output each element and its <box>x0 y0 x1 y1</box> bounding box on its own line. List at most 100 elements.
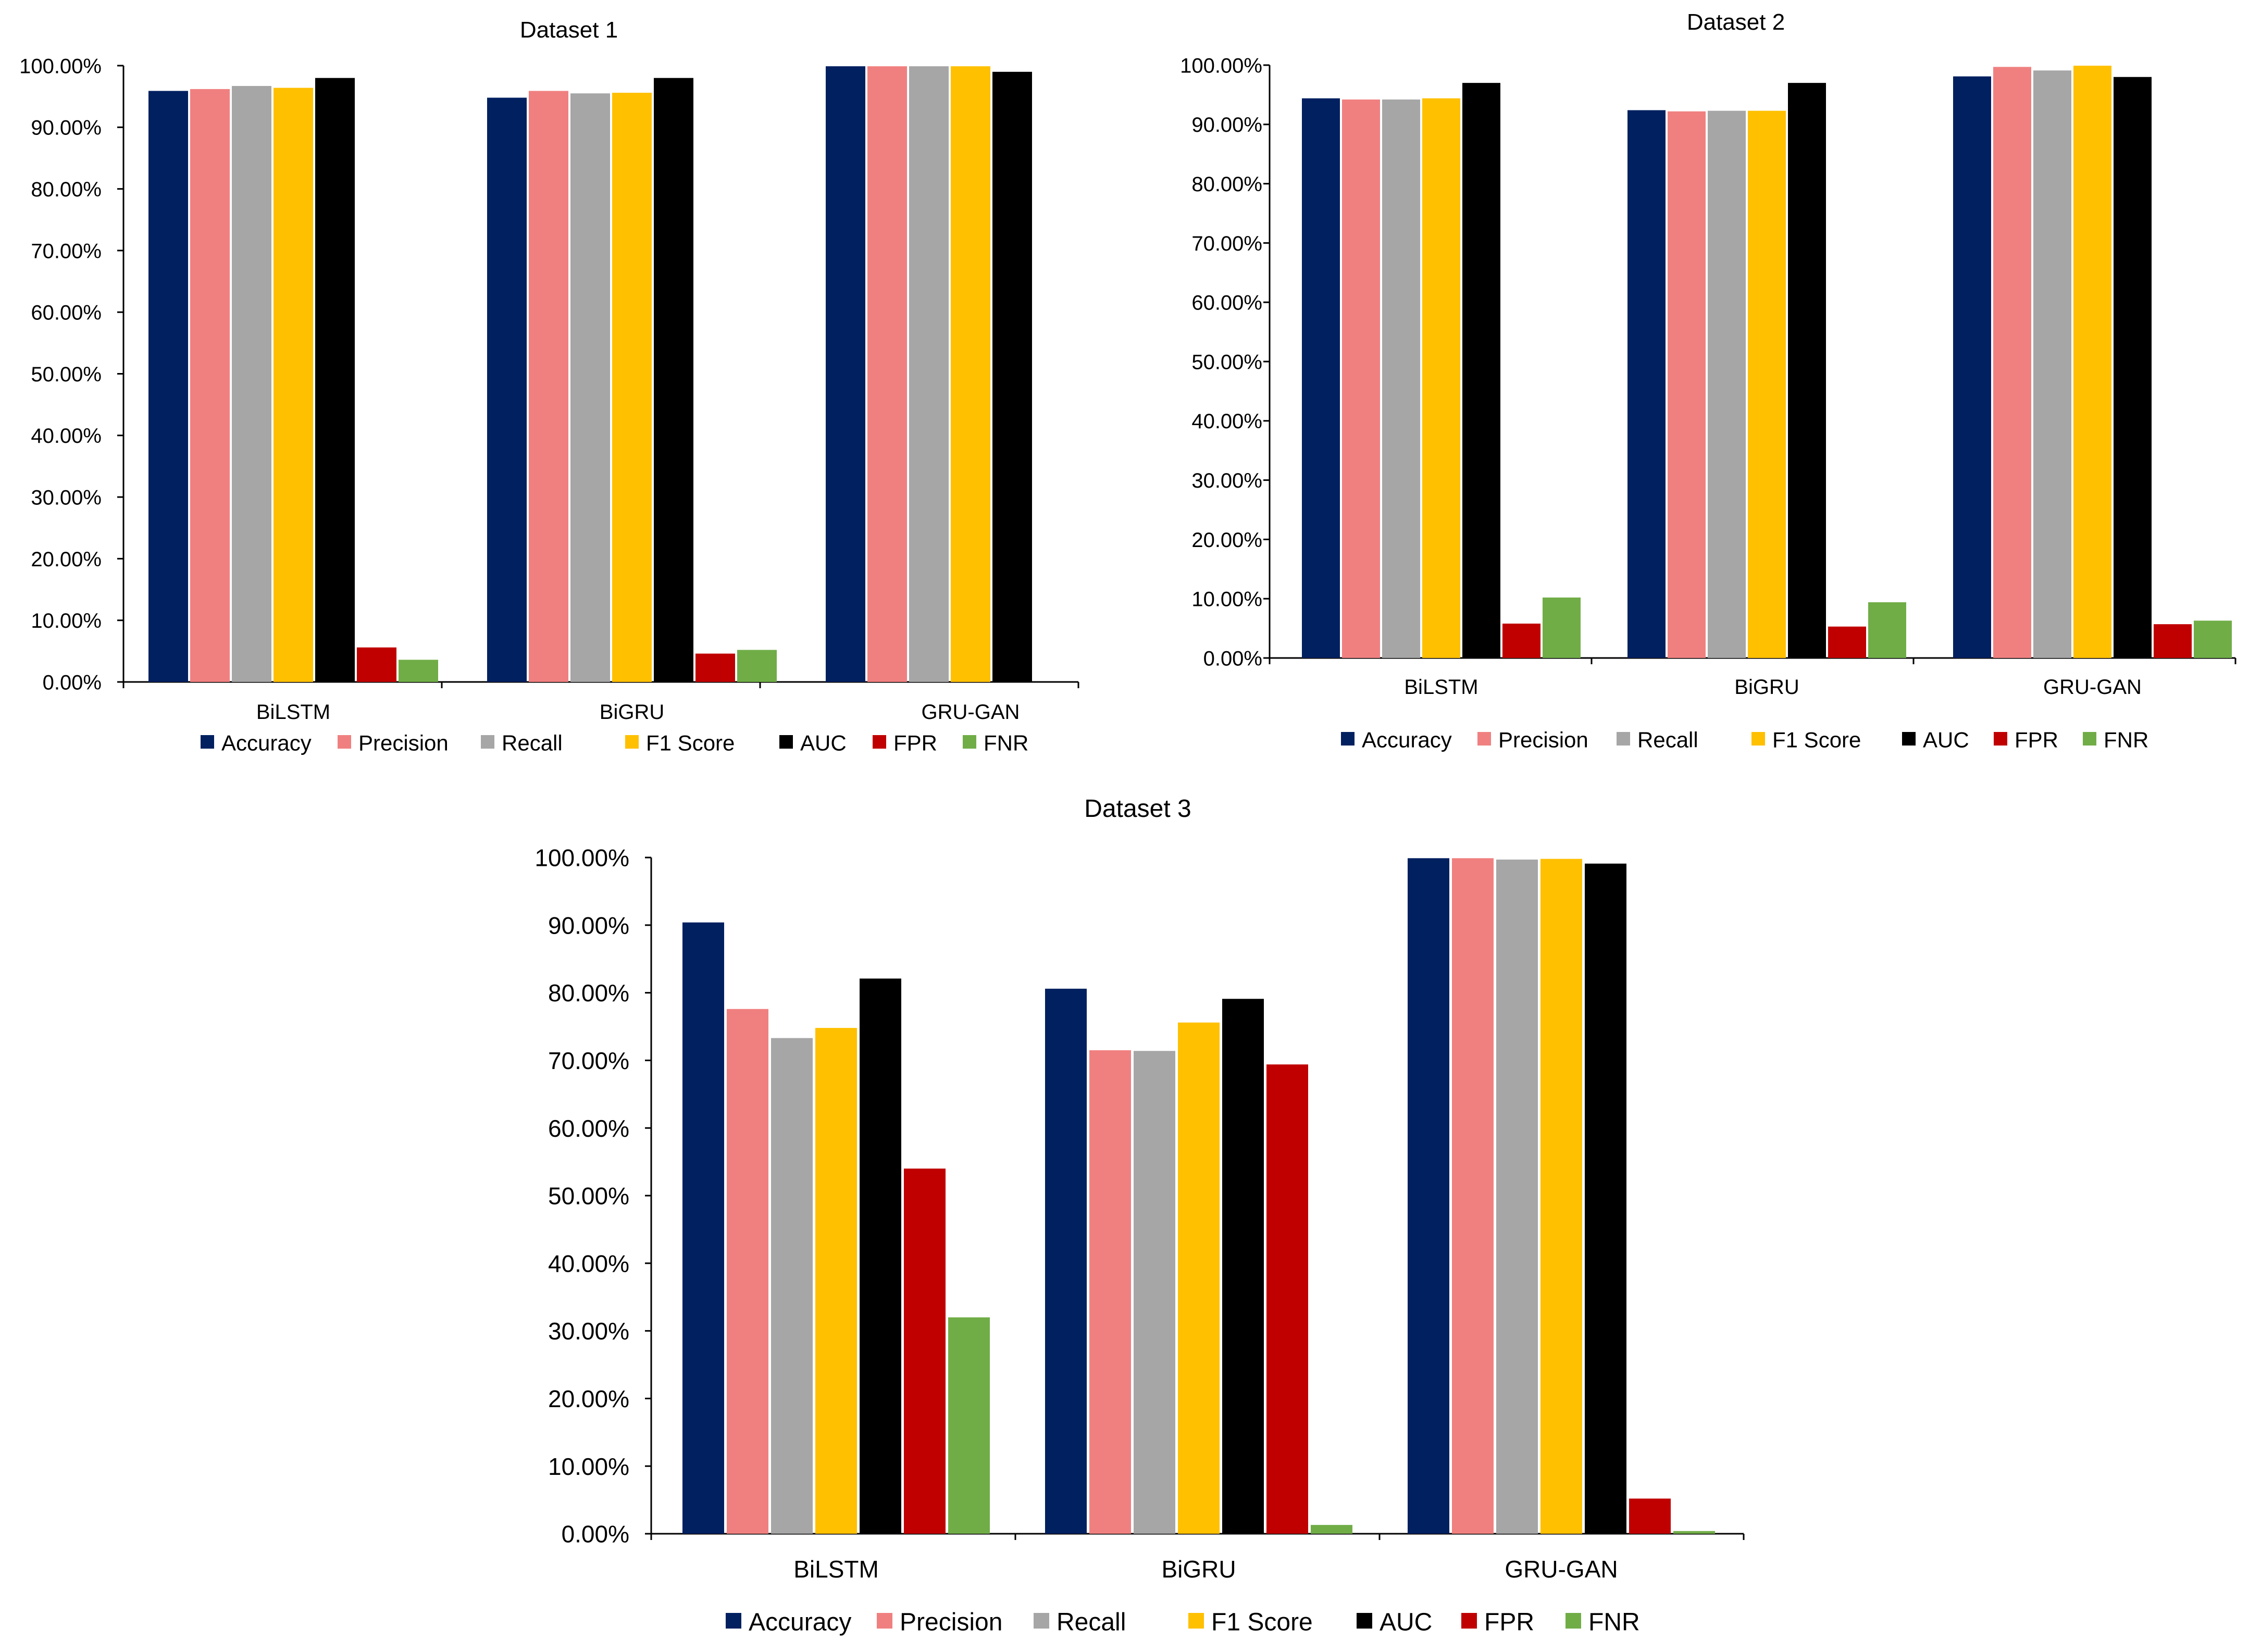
legend-label: FPR <box>2015 728 2058 752</box>
y-tick-label: 90.00% <box>31 117 102 140</box>
bar-fnr-bigru <box>737 650 777 682</box>
chart-dataset-2: Dataset 2 0.00% 10.00% 20.00% 30.00% 40.00% 5… <box>1180 9 2236 752</box>
legend-swatch <box>963 735 976 749</box>
y-tick-label: 100.00% <box>1180 54 1262 77</box>
bar-recall-bilstm <box>1382 100 1420 658</box>
y-tick-label: 0.00% <box>1203 647 1262 670</box>
y-tick-label: 40.00% <box>1191 410 1262 433</box>
legend-label: F1 Score <box>1211 1608 1313 1636</box>
legend-label: FPR <box>893 731 937 755</box>
legend-label: Precision <box>358 731 449 755</box>
x-category-label: GRU-GAN <box>1505 1556 1618 1583</box>
y-tick-label: 20.00% <box>548 1385 629 1412</box>
bar-fpr-gru-gan <box>2154 624 2192 658</box>
legend-swatch <box>2083 732 2096 746</box>
bar-auc-bigru <box>1222 999 1264 1534</box>
legend-label: F1 Score <box>646 731 735 755</box>
legend-swatch <box>726 1613 741 1629</box>
bar-recall-bigru <box>1708 110 1746 659</box>
chart-title: Dataset 2 <box>1687 9 1785 35</box>
y-tick-label: 0.00% <box>43 671 102 694</box>
bar-f1-score-bigru <box>1178 1022 1220 1534</box>
bar-fnr-bilstm <box>948 1317 990 1534</box>
bar-f1-score-bilstm <box>274 88 313 682</box>
legend: Accuracy Precision Recall F1 Score AUC FPR FNR <box>1341 728 2148 752</box>
legend-label: Recall <box>1637 728 1698 752</box>
chart-title: Dataset 1 <box>520 17 618 43</box>
legend-label: Accuracy <box>1362 728 1452 752</box>
legend-label: AUC <box>1380 1608 1432 1636</box>
bar-auc-bilstm <box>315 78 355 682</box>
y-tick-label: 90.00% <box>1191 114 1262 136</box>
y-tick-label: 10.00% <box>31 610 102 632</box>
y-tick-label: 100.00% <box>535 844 629 872</box>
bar-recall-gru-gan <box>1496 859 1538 1534</box>
y-tick-label: 20.00% <box>31 548 102 571</box>
bar-fpr-bilstm <box>357 647 396 682</box>
chart-dataset-3: Dataset 3 0.00% 10.00% 20.00% 30.00% 40.00% 5… <box>535 795 1745 1636</box>
y-tick-label: 100.00% <box>19 55 102 78</box>
x-category-label: GRU-GAN <box>2043 676 2142 699</box>
legend-swatch <box>1617 732 1630 746</box>
bar-auc-bigru <box>654 78 693 682</box>
bar-fnr-bigru <box>1311 1525 1352 1534</box>
bar-recall-bilstm <box>232 86 271 682</box>
legend-label: AUC <box>1923 728 1969 752</box>
bar-precision-bilstm <box>727 1009 768 1534</box>
y-tick-label: 40.00% <box>548 1250 629 1277</box>
y-tick-label: 50.00% <box>31 363 102 386</box>
bar-f1-score-gru-gan <box>2073 66 2111 659</box>
y-tick-label: 70.00% <box>31 240 102 263</box>
legend-label: Accuracy <box>749 1608 851 1636</box>
y-tick-label: 20.00% <box>1191 529 1262 552</box>
legend: Accuracy Precision Recall F1 Score AUC FPR FNR <box>726 1608 1640 1636</box>
bar-precision-gru-gan <box>1452 858 1494 1534</box>
y-tick-label: 40.00% <box>31 425 102 448</box>
bar-accuracy-bigru <box>1045 988 1087 1534</box>
bar-recall-bigru <box>1134 1051 1175 1534</box>
bar-accuracy-bigru <box>487 97 527 682</box>
bar-fpr-bigru <box>695 653 735 682</box>
legend-swatch <box>625 735 639 749</box>
legend-label: Precision <box>900 1608 1002 1636</box>
bar-accuracy-bigru <box>1627 110 1666 658</box>
bars-layer <box>682 858 1715 1534</box>
legend-label: Recall <box>502 731 563 755</box>
legend-swatch <box>1477 732 1491 746</box>
y-tick-label: 50.00% <box>1191 351 1262 374</box>
bar-recall-bilstm <box>771 1038 813 1534</box>
legend-label: Recall <box>1057 1608 1126 1636</box>
bars-layer <box>1302 66 2232 659</box>
x-category-label: GRU-GAN <box>922 701 1020 724</box>
x-category-label: BiGRU <box>600 701 664 724</box>
bar-auc-bilstm <box>860 978 901 1534</box>
bar-fnr-bilstm <box>399 660 438 682</box>
x-category-label: BiLSTM <box>793 1556 879 1583</box>
legend-swatch <box>1034 1613 1049 1629</box>
bar-auc-gru-gan <box>992 71 1032 682</box>
legend-label: AUC <box>800 731 847 755</box>
bar-recall-gru-gan <box>2033 70 2071 659</box>
legend-swatch <box>779 735 793 749</box>
y-tick-label: 80.00% <box>31 178 102 201</box>
bar-accuracy-gru-gan <box>1408 858 1449 1534</box>
bar-f1-score-bigru <box>1748 110 1786 659</box>
bar-accuracy-bilstm <box>148 91 188 682</box>
legend-swatch <box>877 1613 892 1629</box>
bar-accuracy-bilstm <box>1302 98 1340 658</box>
bar-auc-gru-gan <box>2114 77 2152 658</box>
bar-fnr-gru-gan <box>2194 620 2232 658</box>
bar-recall-bigru <box>570 93 610 682</box>
legend: Accuracy Precision Recall F1 Score AUC FPR FNR <box>201 731 1028 755</box>
y-tick-label: 30.00% <box>548 1318 629 1345</box>
bar-fpr-bigru <box>1828 626 1866 658</box>
bar-f1-score-bilstm <box>1422 98 1460 658</box>
y-tick-label: 60.00% <box>31 302 102 325</box>
legend-label: Precision <box>1498 728 1588 752</box>
legend-swatch <box>1751 732 1765 746</box>
y-tick-label: 10.00% <box>1191 588 1262 611</box>
legend-label: FNR <box>2104 728 2148 752</box>
bar-precision-bigru <box>529 91 568 682</box>
y-tick-label: 90.00% <box>548 912 629 939</box>
bar-f1-score-bilstm <box>815 1028 857 1534</box>
